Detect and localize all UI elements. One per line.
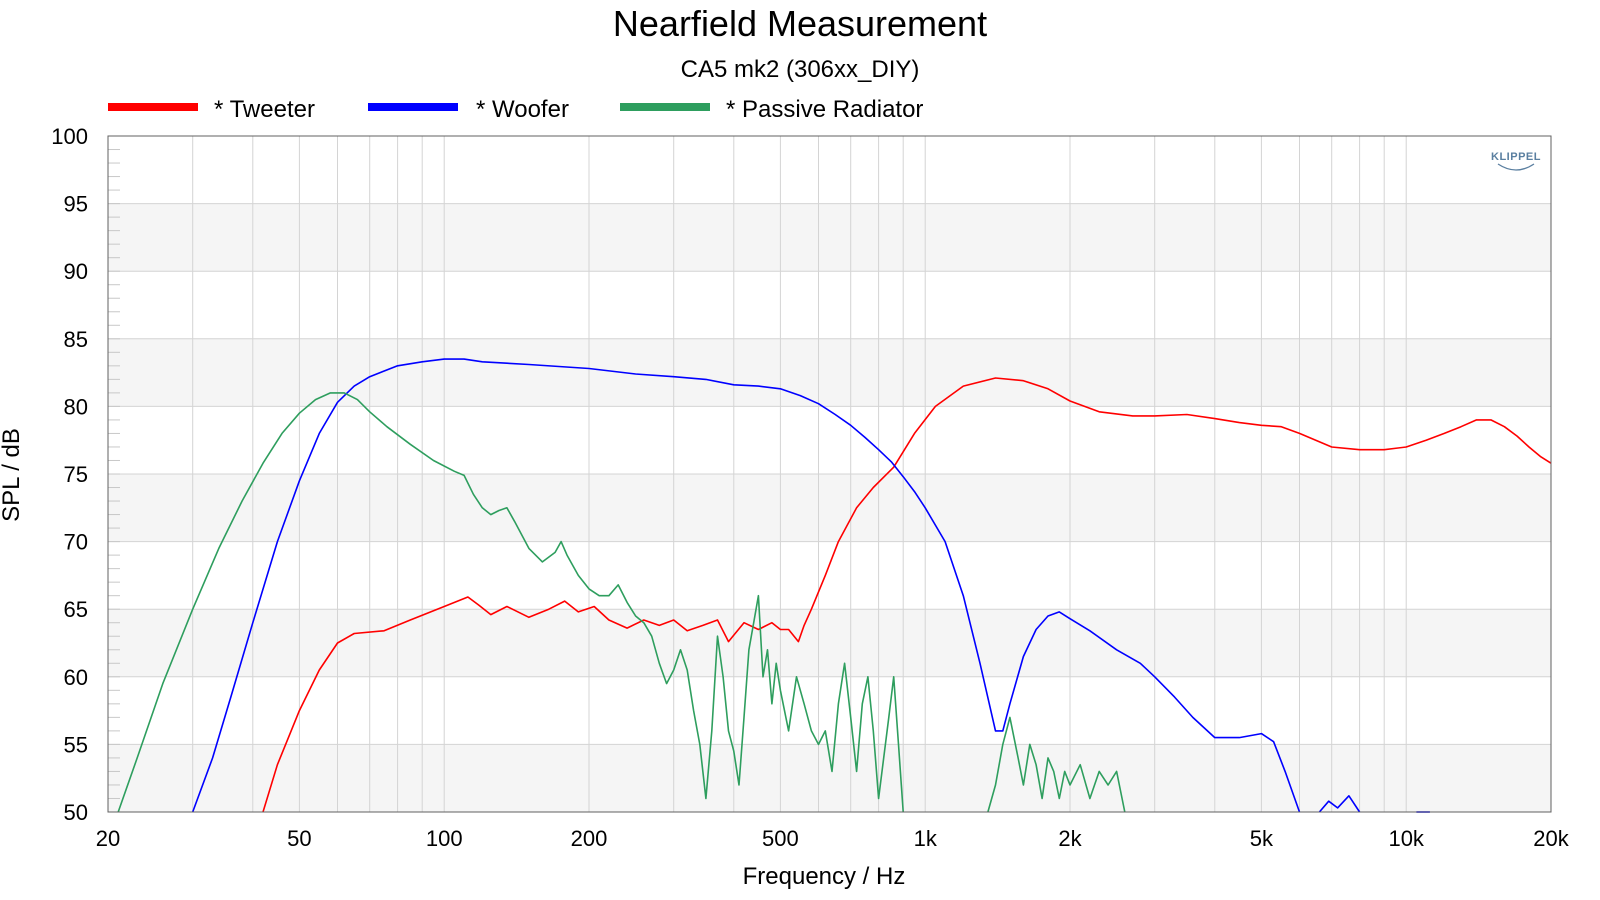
plot-background (108, 136, 1551, 812)
tick-labels: 20 50 100 200 500 1k 2k 5k 10k 20k 50 55 60 65 70 75 80 8… (51, 124, 1569, 851)
legend-label-tweeter: * Tweeter (214, 96, 315, 123)
series-line-woofer (191, 358, 1301, 813)
x-tick-label: 50 (287, 826, 311, 851)
legend-label-woofer: * Woofer (476, 96, 569, 123)
plot-band (108, 676, 1551, 745)
chart-subtitle: CA5 mk2 (306xx_DIY) (681, 56, 920, 83)
series-line-woofer (1318, 795, 1361, 813)
x-tick-label: 100 (426, 826, 463, 851)
legend-swatch-tweeter (108, 103, 198, 111)
y-tick-label: 75 (64, 462, 88, 487)
plot-band (108, 474, 1551, 542)
plot-band (108, 136, 1551, 204)
x-tick-label: 2k (1058, 826, 1082, 851)
klippel-logo-arc (1497, 163, 1535, 171)
series-line-passive-radiator (117, 392, 904, 813)
plot-band (108, 406, 1551, 474)
legend-label-passive-radiator: * Passive Radiator (726, 96, 923, 123)
y-tick-label: 70 (64, 530, 88, 555)
y-tick-label: 55 (64, 732, 88, 757)
plot-band (108, 271, 1551, 339)
legend-swatch-passive-radiator (620, 103, 710, 111)
y-tick-label: 50 (64, 800, 88, 825)
y-tick-label: 100 (51, 124, 88, 149)
x-tick-label: 500 (762, 826, 799, 851)
x-tick-label: 200 (571, 826, 608, 851)
x-tick-label: 20k (1533, 826, 1569, 851)
series-line-passive-radiator (987, 716, 1126, 813)
y-axis-label: SPL / dB (0, 428, 25, 522)
plot-frame (107, 135, 1552, 813)
klippel-logo-text: KLIPPEL (1491, 151, 1541, 163)
legend: * Tweeter * Woofer * Passive Radiator (108, 96, 923, 123)
plot-band (108, 609, 1551, 677)
plot-band (108, 541, 1551, 610)
plot-band (108, 203, 1551, 272)
chart-title: Nearfield Measurement (613, 3, 987, 44)
y-tick-label: 95 (64, 192, 88, 217)
y-tick-label: 85 (64, 327, 88, 352)
klippel-logo: KLIPPEL (1491, 151, 1541, 171)
x-tick-label: 5k (1250, 826, 1274, 851)
legend-swatch-woofer (368, 103, 458, 111)
x-axis-label: Frequency / Hz (743, 863, 906, 890)
x-tick-label: 10k (1388, 826, 1424, 851)
y-tick-label: 80 (64, 394, 88, 419)
y-tick-label: 90 (64, 259, 88, 284)
x-tick-label: 20 (96, 826, 120, 851)
y-tick-label: 60 (64, 665, 88, 690)
series-line-tweeter (262, 377, 1552, 813)
x-tick-label: 1k (914, 826, 938, 851)
y-tick-label: 65 (64, 597, 88, 622)
